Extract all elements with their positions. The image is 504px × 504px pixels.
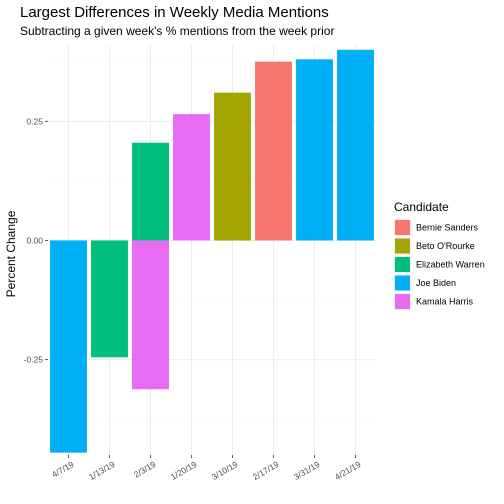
x-tick-label-5: 2/17/19: [251, 459, 281, 482]
x-axis: 4/7/19 1/13/19 2/3/19 1/20/19 3/10/19 2/17/19…: [50, 455, 363, 482]
legend-label-2: Elizabeth Warren: [416, 260, 485, 270]
y-axis-title: Percent Change: [4, 210, 18, 297]
y-tick-label-1: 0.00: [26, 235, 43, 245]
bar-2-3-19-kamala-harris: [132, 240, 169, 390]
x-tick-label-1: 1/13/19: [87, 459, 117, 482]
x-tick-label-3: 1/20/19: [169, 459, 199, 482]
bar-2-17-19-bernie-sanders: [255, 61, 292, 241]
plot-panel: [48, 45, 376, 455]
legend-swatch-4: [395, 294, 410, 309]
bar-4-21-19-joe-biden: [337, 49, 374, 241]
legend-swatch-3: [395, 275, 410, 291]
y-axis: -0.25 0.00 0.25: [24, 116, 48, 365]
bar-2-3-19-elizabeth-warren: [132, 142, 169, 241]
x-tick-label-0: 4/7/19: [50, 459, 76, 480]
legend: Candidate Bernie Sanders Beto O'Rourke Eli…: [394, 200, 485, 310]
bar-4-7-19-joe-biden: [50, 240, 87, 453]
chart-title: Largest Differences in Weekly Media Ment…: [20, 4, 329, 21]
x-tick-label-7: 4/21/19: [333, 459, 363, 482]
bar-1-13-19-elizabeth-warren: [91, 240, 128, 358]
legend-label-4: Kamala Harris: [416, 297, 474, 307]
x-tick-label-2: 2/3/19: [132, 459, 158, 480]
bar-3-10-19-beto-o-rourke: [214, 92, 251, 241]
y-tick-label-0: -0.25: [24, 355, 44, 365]
legend-label-1: Beto O'Rourke: [416, 241, 475, 251]
x-tick-label-6: 3/31/19: [292, 459, 322, 482]
x-tick-label-4: 3/10/19: [210, 459, 240, 482]
bar-3-31-19-joe-biden: [296, 59, 333, 241]
legend-label-0: Bernie Sanders: [416, 223, 479, 233]
legend-swatch-2: [395, 257, 410, 272]
bars: [50, 49, 374, 453]
legend-title: Candidate: [394, 200, 449, 214]
legend-label-3: Joe Biden: [416, 278, 456, 288]
bar-1-20-19-kamala-harris: [173, 114, 210, 241]
chart-subtitle: Subtracting a given week's % mentions fr…: [20, 24, 334, 38]
y-tick-label-2: 0.25: [26, 116, 43, 126]
legend-swatch-0: [395, 220, 410, 235]
legend-swatch-1: [395, 238, 410, 254]
